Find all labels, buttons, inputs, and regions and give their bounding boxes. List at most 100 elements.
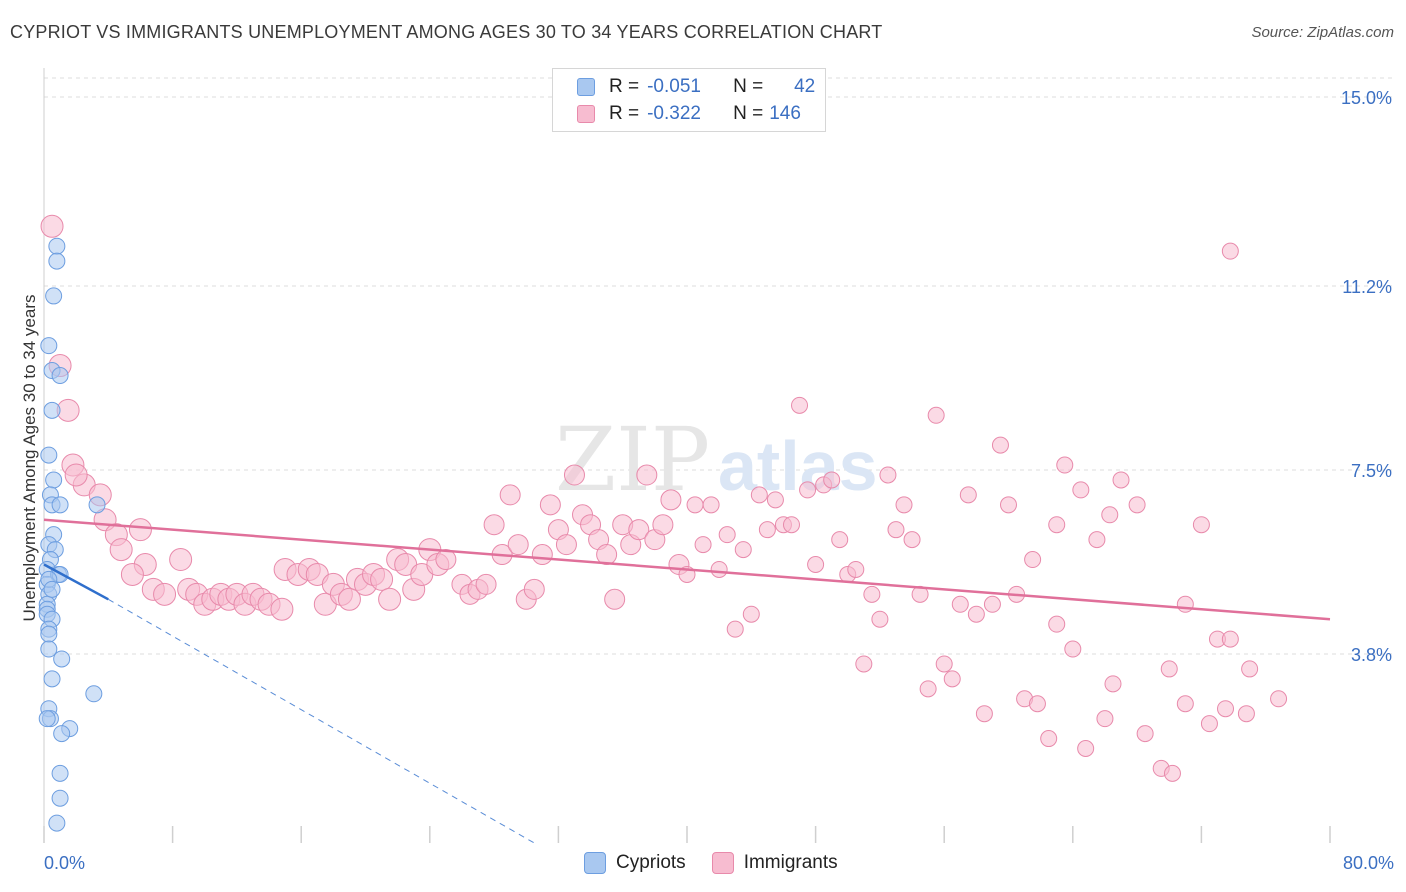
watermark: ZIP atlas bbox=[555, 408, 878, 511]
immigrants-point bbox=[475, 573, 497, 595]
immigrants-point bbox=[660, 489, 682, 511]
cypriots-point bbox=[43, 401, 61, 419]
cypriots-point bbox=[51, 789, 69, 807]
immigrants-point bbox=[807, 555, 825, 573]
cypriots-point bbox=[53, 650, 71, 668]
immigrants-point bbox=[1136, 725, 1154, 743]
immigrants-point bbox=[1200, 715, 1218, 733]
immigrants-point bbox=[1160, 660, 1178, 678]
watermark-zip: ZIP bbox=[555, 408, 710, 511]
immigrants-point bbox=[1176, 595, 1194, 613]
immigrants-point bbox=[40, 214, 64, 238]
immigrants-point bbox=[169, 548, 193, 572]
chart-title: CYPRIOT VS IMMIGRANTS UNEMPLOYMENT AMONG… bbox=[10, 22, 883, 42]
immigrants-point bbox=[652, 514, 674, 536]
immigrants-point bbox=[895, 496, 913, 514]
cypriots-point bbox=[43, 580, 61, 598]
immigrants-point bbox=[887, 521, 905, 539]
immigrants-point bbox=[604, 588, 626, 610]
immigrants-point bbox=[710, 560, 728, 578]
immigrants-point bbox=[337, 587, 361, 611]
immigrants-point bbox=[975, 705, 993, 723]
immigrants-point bbox=[1101, 506, 1119, 524]
y-tick-label: 3.8% bbox=[1351, 645, 1392, 665]
immigrants-point bbox=[943, 670, 961, 688]
immigrants-point bbox=[1077, 740, 1095, 758]
immigrants-point bbox=[120, 562, 144, 586]
y-tick-label: 15.0% bbox=[1341, 88, 1392, 108]
cypriots-trend-line bbox=[43, 563, 109, 601]
cypriots-points bbox=[38, 237, 106, 832]
immigrants-point bbox=[128, 518, 152, 542]
immigrants-point bbox=[370, 567, 394, 591]
immigrants-point bbox=[555, 534, 577, 556]
legend-r-label: R = bbox=[609, 103, 640, 124]
cypriots-point bbox=[43, 670, 61, 688]
legend: R = -0.051 N = 42 R = -0.322 N = 146 bbox=[552, 68, 826, 132]
immigrants-point bbox=[1104, 675, 1122, 693]
immigrants-point bbox=[1048, 615, 1066, 633]
immigrants-points bbox=[40, 214, 1288, 782]
immigrants-point bbox=[791, 396, 809, 414]
y-tick-label: 11.2% bbox=[1342, 277, 1392, 297]
immigrants-point bbox=[1096, 710, 1114, 728]
immigrants-point bbox=[951, 595, 969, 613]
immigrants-point bbox=[734, 541, 752, 559]
legend-swatch-cypriots bbox=[577, 78, 595, 96]
immigrants-point bbox=[1192, 516, 1210, 534]
immigrants-point bbox=[109, 538, 133, 562]
immigrants-point bbox=[1048, 516, 1066, 534]
cypriots-point bbox=[40, 625, 58, 643]
legend-n-value: 42 bbox=[794, 76, 816, 97]
x-tick-label-max: 80.0% bbox=[1343, 853, 1394, 873]
legend-row-cypriots: R = -0.051 N = 42 bbox=[577, 75, 815, 99]
cypriots-trend-extension bbox=[108, 598, 535, 844]
immigrants-point bbox=[64, 463, 88, 487]
immigrants-point bbox=[531, 544, 553, 566]
immigrants-point bbox=[435, 549, 457, 571]
immigrants-point bbox=[1128, 496, 1146, 514]
immigrants-point bbox=[153, 582, 177, 606]
immigrants-point bbox=[499, 484, 521, 506]
immigrants-point bbox=[686, 496, 704, 514]
legend-n-label: N = bbox=[733, 103, 764, 124]
legend-n-label: N = bbox=[733, 76, 764, 97]
immigrants-point bbox=[750, 486, 768, 504]
immigrants-point bbox=[919, 680, 937, 698]
legend-n-value: 146 bbox=[769, 103, 801, 124]
immigrants-point bbox=[1176, 695, 1194, 713]
cypriots-point bbox=[85, 685, 103, 703]
immigrants-trend-line bbox=[43, 518, 1331, 621]
immigrants-point bbox=[847, 560, 865, 578]
immigrants-point bbox=[636, 464, 658, 486]
bottom-legend-label-cypriots: Cypriots bbox=[616, 852, 686, 873]
legend-row-immigrants: R = -0.322 N = 146 bbox=[577, 102, 807, 126]
immigrants-point bbox=[967, 605, 985, 623]
immigrants-point bbox=[702, 496, 720, 514]
immigrants-point bbox=[596, 544, 618, 566]
source-label: Source: ZipAtlas.com bbox=[1251, 24, 1394, 41]
immigrants-point bbox=[991, 436, 1009, 454]
immigrants-point bbox=[539, 494, 561, 516]
immigrants-point bbox=[726, 620, 744, 638]
immigrants-point bbox=[1072, 481, 1090, 499]
immigrants-point bbox=[1221, 242, 1239, 260]
immigrants-point bbox=[1040, 730, 1058, 748]
immigrants-point bbox=[507, 534, 529, 556]
immigrants-point bbox=[1163, 764, 1181, 782]
immigrants-point bbox=[983, 595, 1001, 613]
immigrants-point bbox=[1056, 456, 1074, 474]
bottom-legend-label-immigrants: Immigrants bbox=[743, 852, 838, 873]
cypriots-point bbox=[53, 725, 71, 743]
immigrants-point bbox=[959, 486, 977, 504]
cypriots-point bbox=[40, 337, 58, 355]
immigrants-point bbox=[270, 597, 294, 621]
legend-r-value: -0.322 bbox=[647, 103, 701, 124]
cypriots-point bbox=[45, 471, 63, 489]
trend-lines bbox=[43, 518, 1331, 844]
immigrants-point bbox=[378, 587, 402, 611]
immigrants-point bbox=[523, 578, 545, 600]
cypriots-point bbox=[88, 496, 106, 514]
immigrants-point bbox=[483, 514, 505, 536]
